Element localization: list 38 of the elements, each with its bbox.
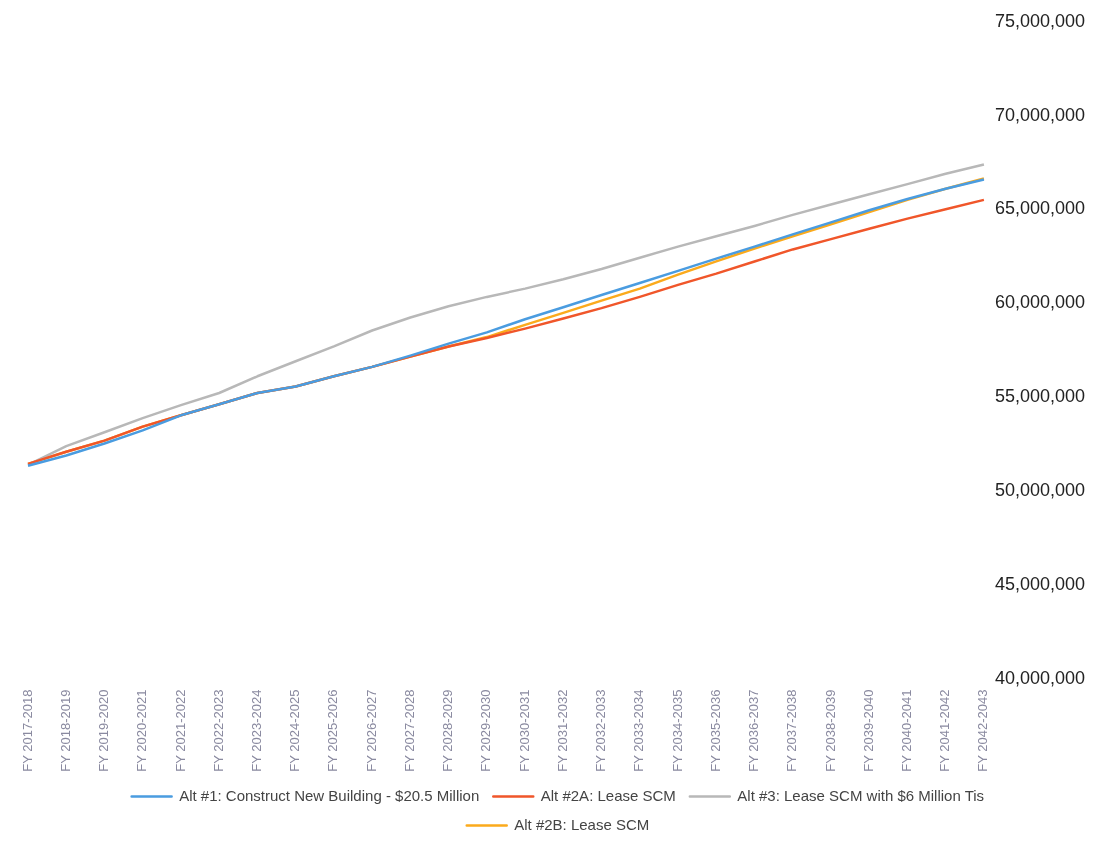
x-tick-label: FY 2021-2022 <box>172 689 188 772</box>
y-tick-label: 40,000,000 <box>994 667 1086 688</box>
x-tick-label: FY 2036-2037 <box>746 689 762 772</box>
x-tick-label: FY 2031-2032 <box>554 689 570 772</box>
x-tick-label: FY 2018-2019 <box>57 689 73 772</box>
y-tick-label: 60,000,000 <box>994 292 1086 313</box>
x-tick-label: FY 2026-2027 <box>363 689 379 772</box>
x-tick-label: FY 2041-2042 <box>937 689 953 772</box>
x-tick-label: FY 2038-2039 <box>822 689 838 772</box>
y-tick-label: 50,000,000 <box>994 479 1086 500</box>
x-tick-label: FY 2025-2026 <box>325 689 341 772</box>
legend-label: Alt #2B: Lease SCM <box>514 815 650 833</box>
x-tick-label: FY 2029-2030 <box>478 689 494 772</box>
x-tick-label: FY 2020-2021 <box>134 689 150 772</box>
x-tick-label: FY 2042-2043 <box>975 689 991 772</box>
x-tick-label: FY 2017-2018 <box>19 689 35 772</box>
x-tick-label: FY 2027-2028 <box>401 689 417 772</box>
x-tick-label: FY 2035-2036 <box>707 689 723 772</box>
x-tick-label: FY 2022-2023 <box>210 689 226 772</box>
x-tick-label: FY 2030-2031 <box>516 689 532 772</box>
x-tick-label: FY 2037-2038 <box>784 689 800 772</box>
legend-label: Alt #1: Construct New Building - $20.5 Million <box>179 786 480 804</box>
y-tick-label: 65,000,000 <box>994 198 1086 219</box>
x-tick-label: FY 2034-2035 <box>669 689 685 772</box>
x-tick-label: FY 2023-2024 <box>249 689 264 772</box>
y-tick-label: 45,000,000 <box>994 573 1086 594</box>
x-tick-label: FY 2019-2020 <box>96 689 112 772</box>
x-tick-label: FY 2024-2025 <box>287 689 303 772</box>
x-tick-label: FY 2028-2029 <box>440 689 456 772</box>
y-tick-label: 55,000,000 <box>994 386 1086 407</box>
x-tick-label: FY 2039-2040 <box>860 689 876 772</box>
x-tick-label: FY 2033-2034 <box>631 689 647 772</box>
legend-label: Alt #2A: Lease SCM <box>540 786 676 804</box>
x-tick-label: FY 2040-2041 <box>899 689 915 772</box>
x-tick-label: FY 2032-2033 <box>593 689 609 772</box>
y-tick-label: 75,000,000 <box>994 10 1086 31</box>
legend-label: Alt #3: Lease SCM with $6 Million Tis <box>737 786 985 804</box>
y-tick-label: 70,000,000 <box>994 104 1086 125</box>
